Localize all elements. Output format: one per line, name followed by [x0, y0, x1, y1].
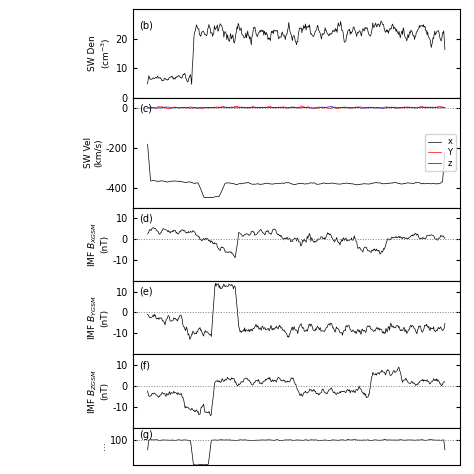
Y — [436, 104, 442, 109]
x — [202, 195, 208, 201]
Y-axis label: IMF $B_{XGSM}$
(nT): IMF $B_{XGSM}$ (nT) — [86, 222, 109, 267]
Text: (f): (f) — [139, 360, 150, 370]
Y — [287, 105, 292, 110]
Legend: x, Y, z: x, Y, z — [425, 134, 456, 171]
Y — [442, 105, 448, 110]
Text: (d): (d) — [139, 213, 153, 224]
x — [436, 181, 441, 187]
Y-axis label: ...: ... — [98, 442, 107, 450]
Text: (b): (b) — [139, 20, 153, 30]
x — [322, 181, 328, 186]
x — [306, 181, 312, 186]
Text: (c): (c) — [139, 103, 152, 113]
z — [288, 105, 293, 110]
Y-axis label: IMF $B_{YGSM}$
(nT): IMF $B_{YGSM}$ (nT) — [86, 295, 109, 340]
z — [145, 105, 150, 110]
z — [390, 104, 395, 110]
z — [322, 105, 328, 110]
x — [145, 141, 150, 147]
z — [286, 105, 292, 110]
Y — [299, 103, 304, 109]
z — [380, 106, 385, 111]
z — [328, 104, 334, 109]
Line: Y: Y — [147, 106, 445, 109]
Y — [323, 105, 328, 110]
Y — [288, 104, 294, 110]
Text: (g): (g) — [139, 429, 153, 440]
z — [436, 105, 442, 111]
x — [288, 181, 294, 187]
z — [306, 105, 311, 111]
Text: (e): (e) — [139, 287, 153, 297]
x — [389, 181, 395, 186]
Y — [307, 105, 312, 110]
Y — [390, 104, 395, 110]
Line: x: x — [147, 144, 445, 198]
Y-axis label: SW Vel
(km/s): SW Vel (km/s) — [84, 137, 103, 168]
Y-axis label: IMF $B_{ZGSM}$
(nT): IMF $B_{ZGSM}$ (nT) — [86, 369, 109, 414]
Y — [200, 106, 205, 112]
x — [442, 149, 448, 155]
Y-axis label: SW Den
(cm$^{-3}$): SW Den (cm$^{-3}$) — [88, 36, 113, 72]
x — [287, 180, 292, 186]
z — [442, 105, 448, 110]
Y — [145, 105, 150, 110]
Line: z: z — [147, 107, 445, 109]
